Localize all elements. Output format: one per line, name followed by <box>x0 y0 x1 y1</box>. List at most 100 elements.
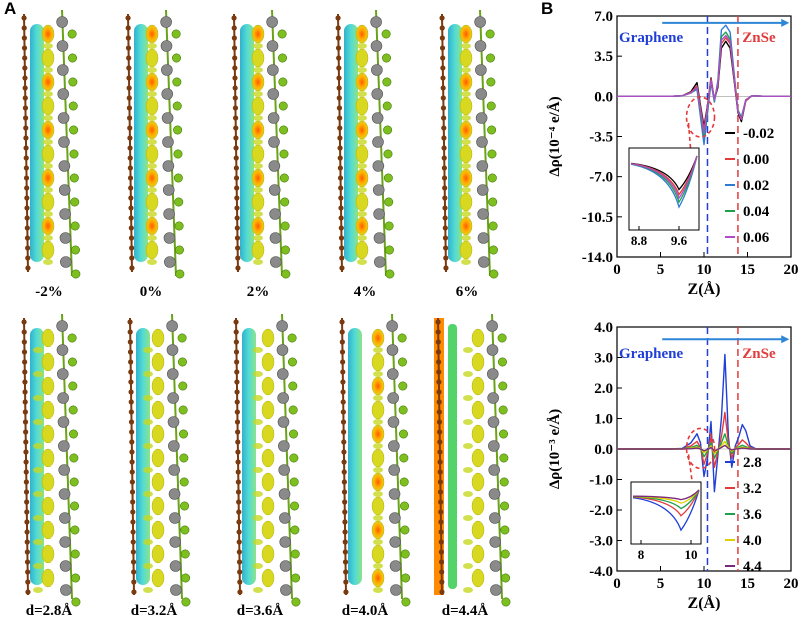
carbon-atom <box>235 429 241 435</box>
zinc-atom <box>280 584 292 596</box>
accumulation-lobe <box>461 163 471 169</box>
selenium-atom <box>501 597 511 607</box>
carbon-atom <box>442 205 448 211</box>
carbon-atom <box>127 349 134 355</box>
graphene-layer <box>127 13 133 273</box>
accumulation-lobe <box>253 91 263 97</box>
accumulation-lobe <box>261 376 275 396</box>
carbon-atom <box>233 175 240 181</box>
selenium-atom <box>497 333 507 343</box>
carbon-atom <box>236 529 242 535</box>
accumulation-lobe <box>151 568 165 588</box>
accumulation-lobe <box>373 419 383 425</box>
x-tick-label: 10 <box>697 576 712 592</box>
zinc-atom <box>475 64 487 76</box>
carbon-atom <box>126 55 132 61</box>
accumulation-lobe <box>33 371 43 377</box>
inset-x-tick-label: 10 <box>685 547 698 562</box>
direction-arrow-head <box>781 18 790 27</box>
selenium-atom <box>279 173 289 183</box>
accumulation-lobe <box>463 491 473 497</box>
selenium-atom <box>291 573 301 583</box>
carbon-atom <box>234 215 240 221</box>
selenium-atom <box>70 221 80 231</box>
carbon-atom <box>128 379 134 385</box>
accumulation-lobe <box>261 352 275 372</box>
accumulation-lobe <box>253 443 263 449</box>
carbon-atom <box>127 145 133 151</box>
accumulation-lobe <box>471 352 485 372</box>
carbon-atom <box>24 539 30 545</box>
accumulation-lobe <box>253 587 263 593</box>
zinc-atom <box>170 584 182 596</box>
inset-series-line <box>632 489 700 532</box>
inset-series-line <box>632 489 700 510</box>
carbon-atom <box>435 349 442 355</box>
y-tick-label: 4.0 <box>594 320 613 336</box>
x-tick-label: 20 <box>784 576 799 592</box>
zinc-atom <box>487 368 499 380</box>
accumulation-lobe <box>461 67 471 73</box>
carbon-atom <box>438 529 444 535</box>
zinc-atom <box>474 16 486 28</box>
zinc-atom <box>56 320 68 332</box>
selenium-atom <box>382 77 392 87</box>
selenium-atom <box>381 53 391 63</box>
accumulation-lobe <box>471 448 485 468</box>
carbon-atom <box>440 85 446 91</box>
carbon-atom <box>236 549 242 555</box>
selenium-atom <box>290 501 300 511</box>
legend-label: 0.02 <box>743 178 769 194</box>
carbon-atom <box>23 125 29 131</box>
accumulation-lobe <box>463 539 473 545</box>
x-tick-label: 0 <box>613 576 621 592</box>
y-tick-label: 3.0 <box>594 351 613 367</box>
x-tick-label: 0 <box>613 262 621 278</box>
panel-b-letter: B <box>541 0 554 18</box>
accumulation-lobe <box>147 211 157 217</box>
accumulation-lobe <box>251 240 265 260</box>
graphene-layer <box>441 13 447 273</box>
accumulation-lobe <box>41 376 55 396</box>
distance-label: d=4.0Å <box>341 603 389 619</box>
accumulation-lobe <box>463 467 473 473</box>
carbon-atom <box>342 549 348 555</box>
carbon-atom <box>232 95 238 101</box>
accumulation-lobe <box>41 448 55 468</box>
accumulation-lobe <box>143 371 153 377</box>
accumulation-lobe <box>357 139 367 145</box>
selenium-atom <box>180 501 190 511</box>
carbon-atom <box>339 349 346 355</box>
zinc-atom <box>279 560 292 572</box>
depletion-region <box>348 328 362 585</box>
carbon-atom <box>22 419 29 425</box>
selenium-atom <box>287 333 297 343</box>
inset-series-line <box>632 489 700 501</box>
zinc-atom <box>58 440 70 452</box>
carbon-atom <box>22 369 28 375</box>
accumulation-lobe <box>253 67 263 73</box>
carbon-atom <box>127 125 133 131</box>
carbon-atom <box>340 359 346 365</box>
carbon-atom <box>23 175 30 181</box>
carbon-atom <box>25 589 31 595</box>
accumulation-lobe <box>41 544 55 564</box>
carbon-atom <box>234 389 240 395</box>
carbon-atom <box>440 55 446 61</box>
accumulation-lobe <box>371 544 385 564</box>
selenium-atom <box>277 29 287 39</box>
carbon-atom <box>341 479 347 485</box>
zinc-atom <box>489 512 501 524</box>
carbon-atom <box>22 379 28 385</box>
selenium-atom <box>70 501 80 511</box>
accumulation-lobe <box>355 144 369 164</box>
accumulation-lobe <box>463 371 473 377</box>
zinc-atom <box>372 184 385 196</box>
series-line <box>617 40 791 127</box>
zinc-atom <box>57 416 70 428</box>
accumulation-lobe <box>41 568 55 588</box>
structure-8 <box>339 313 411 607</box>
zinc-atom <box>276 344 289 356</box>
carbon-atom <box>24 499 30 505</box>
carbon-atom <box>129 479 135 485</box>
